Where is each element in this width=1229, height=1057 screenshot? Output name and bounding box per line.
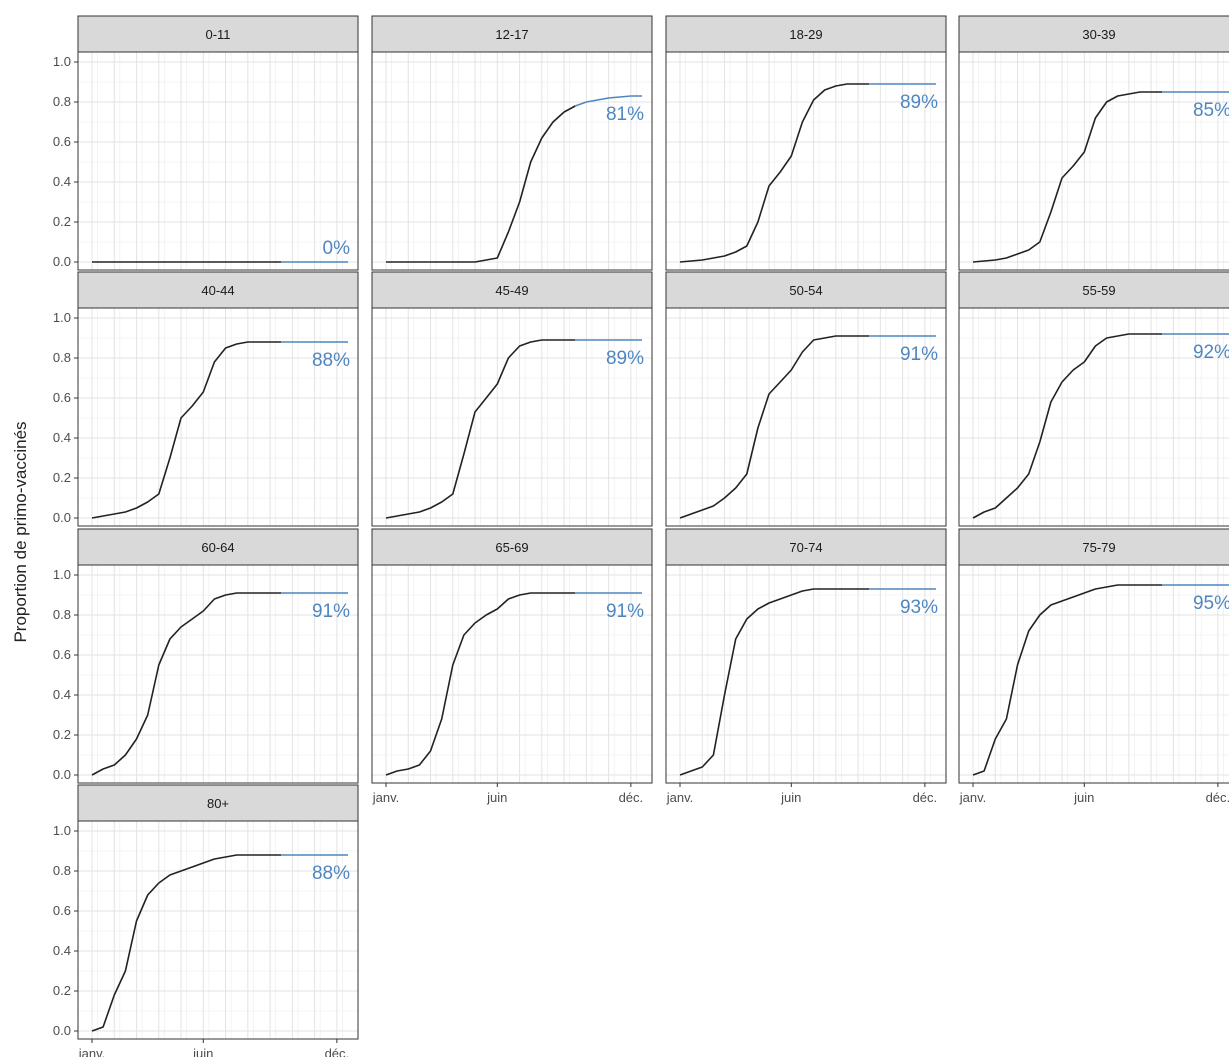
panels: 0-11 0% 0.0 0.2 0.4 0.6 0.8 1.0 12-17 81% 18-29 89%… xyxy=(53,16,1229,1057)
panel-50-54: 50-54 91% xyxy=(666,272,946,526)
y-tick-label: 1.0 xyxy=(53,54,71,69)
y-tick-label: 0.8 xyxy=(53,350,71,365)
x-tick-label: déc. xyxy=(619,790,644,805)
y-tick-label: 0.6 xyxy=(53,903,71,918)
x-tick-label: janv. xyxy=(78,1046,106,1057)
y-tick-label: 0.0 xyxy=(53,1023,71,1038)
x-tick-label: janv. xyxy=(372,790,400,805)
y-tick-label: 0.4 xyxy=(53,430,71,445)
panel-40-44: 40-44 88% 0.0 0.2 0.4 0.6 0.8 1.0 xyxy=(53,272,358,526)
data-label: 91% xyxy=(312,601,350,622)
y-tick-label: 0.4 xyxy=(53,687,71,702)
x-tick-label: déc. xyxy=(1206,790,1229,805)
strip-label: 30-39 xyxy=(1082,27,1115,42)
y-tick-label: 0.0 xyxy=(53,767,71,782)
panel-18-29: 18-29 89% xyxy=(666,16,946,270)
x-tick-label: janv. xyxy=(666,790,694,805)
panel-55-59: 55-59 92% xyxy=(959,272,1229,526)
data-label: 95% xyxy=(1193,593,1229,614)
panel-30-39: 30-39 85% xyxy=(959,16,1229,270)
y-tick-label: 0.2 xyxy=(53,727,71,742)
plot-background xyxy=(959,52,1229,270)
strip-label: 0-11 xyxy=(205,27,230,42)
y-tick-label: 0.4 xyxy=(53,943,71,958)
data-label: 81% xyxy=(606,104,644,125)
y-tick-label: 0.6 xyxy=(53,647,71,662)
panel-80+: 80+ 88% 0.0 0.2 0.4 0.6 0.8 1.0 janv. juin déc. xyxy=(53,785,358,1057)
strip-label: 18-29 xyxy=(789,27,822,42)
y-axis-title: Proportion de primo-vaccinés xyxy=(11,421,30,642)
strip-label: 65-69 xyxy=(495,540,528,555)
x-tick-label: janv. xyxy=(959,790,987,805)
data-label: 88% xyxy=(312,350,350,371)
y-tick-label: 0.2 xyxy=(53,470,71,485)
strip-label: 12-17 xyxy=(495,27,528,42)
strip-label: 75-79 xyxy=(1082,540,1115,555)
y-tick-label: 0.0 xyxy=(53,510,71,525)
panel-60-64: 60-64 91% 0.0 0.2 0.4 0.6 0.8 1.0 xyxy=(53,529,358,783)
y-tick-label: 0.2 xyxy=(53,983,71,998)
data-label: 85% xyxy=(1193,100,1229,121)
strip-label: 70-74 xyxy=(789,540,822,555)
strip-label: 80+ xyxy=(207,796,229,811)
strip-label: 55-59 xyxy=(1082,283,1115,298)
y-tick-label: 0.6 xyxy=(53,390,71,405)
y-tick-label: 1.0 xyxy=(53,567,71,582)
x-tick-label: déc. xyxy=(325,1046,350,1057)
y-tick-label: 0.6 xyxy=(53,134,71,149)
panel-0-11: 0-11 0% 0.0 0.2 0.4 0.6 0.8 1.0 xyxy=(53,16,358,270)
data-label: 89% xyxy=(900,92,938,113)
data-label: 0% xyxy=(323,238,351,259)
panel-45-49: 45-49 89% xyxy=(372,272,652,526)
x-tick-label: juin xyxy=(486,790,507,805)
y-tick-label: 0.2 xyxy=(53,214,71,229)
data-label: 92% xyxy=(1193,342,1229,363)
panel-75-79: 75-79 95% janv. juin déc. xyxy=(959,529,1229,805)
data-label: 93% xyxy=(900,597,938,618)
y-tick-label: 1.0 xyxy=(53,310,71,325)
panel-65-69: 65-69 91% janv. juin déc. xyxy=(372,529,652,805)
strip-label: 60-64 xyxy=(201,540,234,555)
x-tick-label: juin xyxy=(192,1046,213,1057)
y-tick-label: 0.4 xyxy=(53,174,71,189)
panel-70-74: 70-74 93% janv. juin déc. xyxy=(666,529,946,805)
y-tick-label: 0.8 xyxy=(53,607,71,622)
y-tick-label: 0.8 xyxy=(53,94,71,109)
strip-label: 50-54 xyxy=(789,283,822,298)
y-tick-label: 1.0 xyxy=(53,823,71,838)
strip-label: 40-44 xyxy=(201,283,234,298)
data-label: 91% xyxy=(606,601,644,622)
plot-background xyxy=(959,308,1229,526)
strip-label: 45-49 xyxy=(495,283,528,298)
data-label: 91% xyxy=(900,344,938,365)
y-tick-label: 0.0 xyxy=(53,254,71,269)
panel-12-17: 12-17 81% xyxy=(372,16,652,270)
x-tick-label: juin xyxy=(1073,790,1094,805)
plot-background xyxy=(959,565,1229,783)
y-tick-label: 0.8 xyxy=(53,863,71,878)
data-label: 89% xyxy=(606,348,644,369)
data-label: 88% xyxy=(312,863,350,884)
x-tick-label: juin xyxy=(780,790,801,805)
x-tick-label: déc. xyxy=(913,790,938,805)
